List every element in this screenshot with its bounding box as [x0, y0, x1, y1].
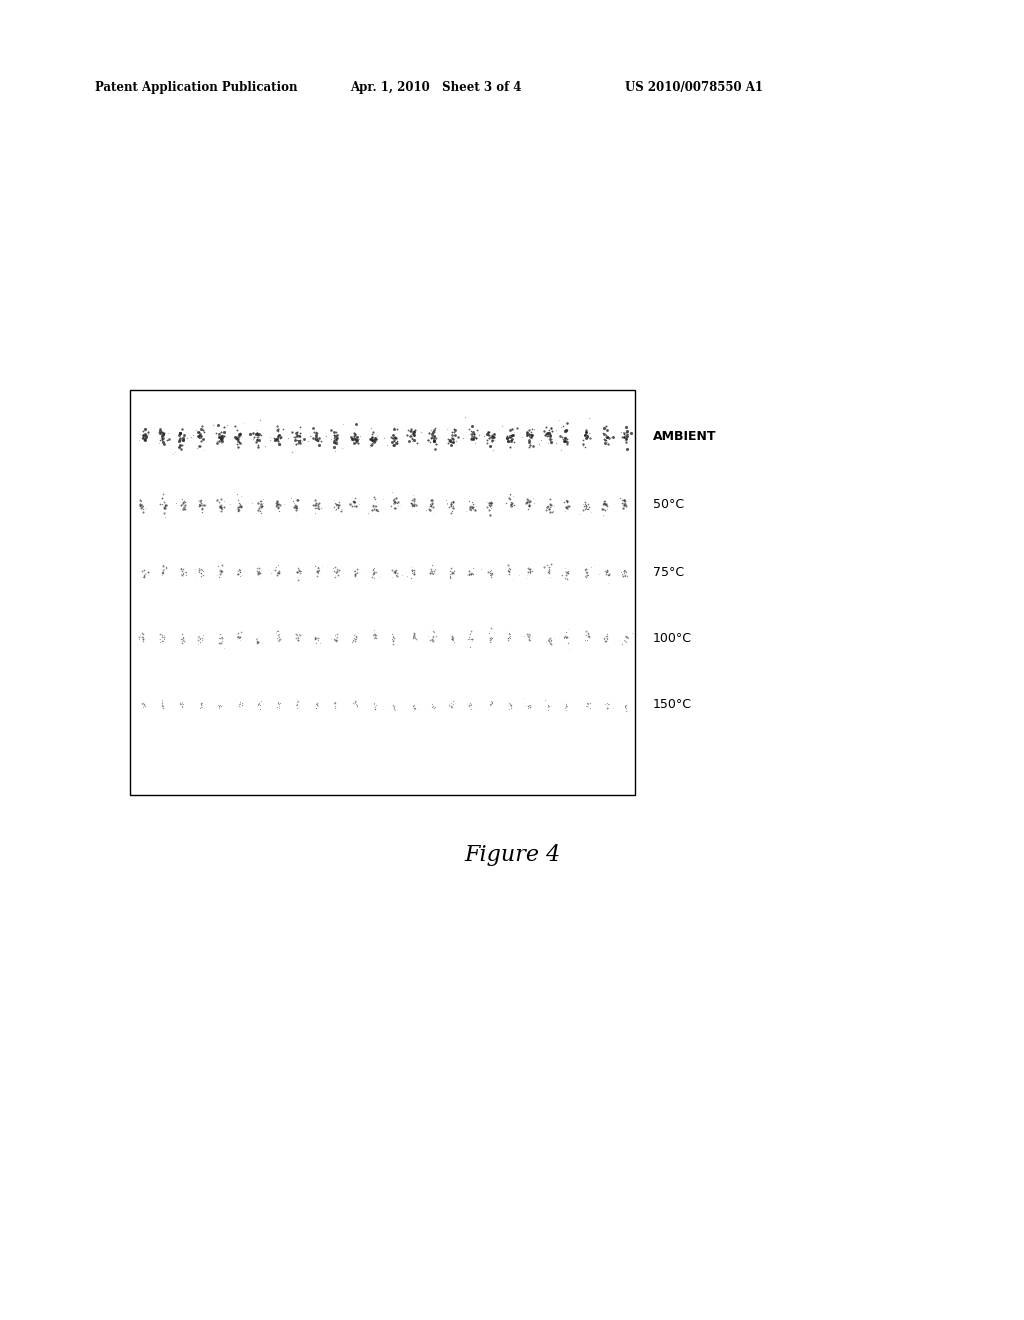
Text: Figure 4: Figure 4 — [464, 843, 560, 866]
Text: 150°C: 150°C — [653, 698, 692, 711]
Bar — [130, 389, 635, 795]
Text: 50°C: 50°C — [653, 499, 684, 511]
Text: 100°C: 100°C — [653, 631, 692, 644]
Text: AMBIENT: AMBIENT — [653, 430, 717, 444]
Text: Apr. 1, 2010   Sheet 3 of 4: Apr. 1, 2010 Sheet 3 of 4 — [350, 82, 521, 95]
Text: US 2010/0078550 A1: US 2010/0078550 A1 — [625, 82, 763, 95]
Text: 75°C: 75°C — [653, 565, 684, 578]
Text: Patent Application Publication: Patent Application Publication — [95, 82, 298, 95]
